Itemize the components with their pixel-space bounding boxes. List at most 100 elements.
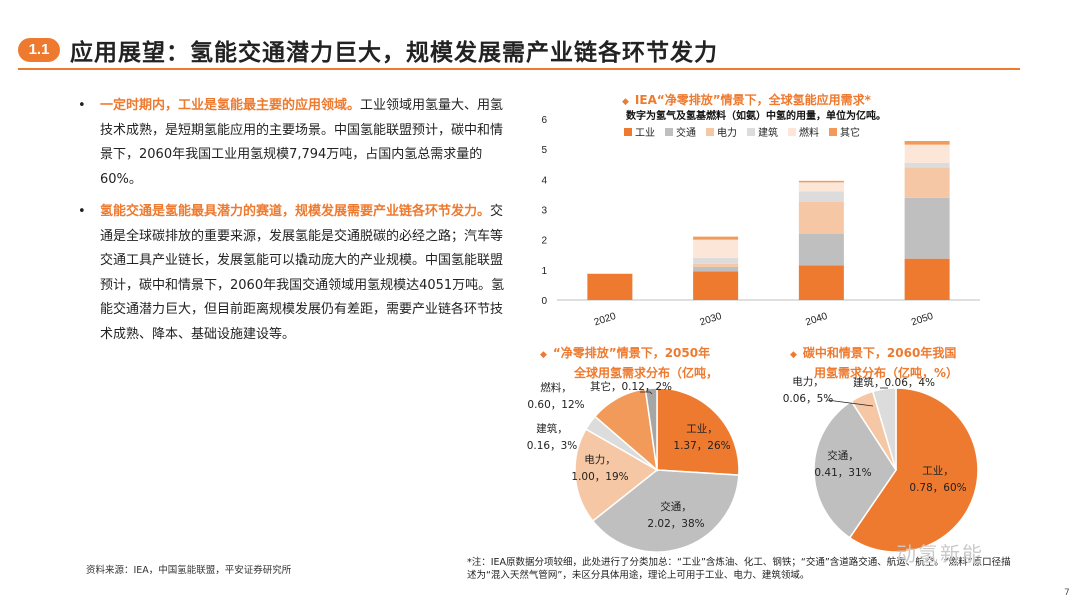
pie-slice	[848, 387, 979, 553]
y-tick-label: 0	[541, 296, 547, 307]
legend-item: 其它	[829, 124, 860, 139]
legend-swatch	[829, 127, 837, 136]
leader-line	[640, 391, 653, 395]
bar-segment	[798, 233, 844, 266]
y-tick-label: 6	[541, 115, 547, 126]
title-rule	[18, 68, 1020, 70]
bullet-list: • 一定时期内，工业是氢能最主要的应用领域。工业领域用氢量大、用氢技术成熟，是短…	[78, 94, 508, 355]
pie2-title: ◆ 碳中和情景下，2060年我国 用氢需求分布（亿吨，%）	[790, 346, 959, 380]
pie-label: 0.06，5%	[783, 393, 834, 405]
bar-segment	[693, 236, 739, 240]
legend-label: 燃料	[799, 128, 819, 139]
pie-label: 0.60，12%	[527, 399, 584, 411]
legend-label: 电力	[717, 128, 737, 139]
diamond-icon: ◆	[540, 350, 547, 360]
pie-label: 电力，	[584, 453, 616, 466]
bar-segment	[798, 265, 844, 300]
pie-slice	[591, 469, 740, 553]
bar-segment	[904, 162, 950, 168]
bar-chart-subtitle: 数字为氢气及氢基燃料（如氨）中氢的用量，单位为亿吨。	[626, 111, 886, 122]
y-tick-label: 5	[541, 145, 547, 156]
x-tick-label: 2020	[593, 311, 618, 328]
pie-label: 建筑，0.06，4%	[853, 376, 935, 389]
source-note: 资料来源：IEA，中国氢能联盟，平安证券研究所	[86, 565, 292, 576]
bar-segment	[904, 197, 950, 259]
bar-segment	[693, 263, 739, 267]
bullet-item: • 一定时期内，工业是氢能最主要的应用领域。工业领域用氢量大、用氢技术成熟，是短…	[78, 94, 508, 192]
legend-item: 电力	[706, 124, 737, 139]
pie-label: 工业，	[922, 465, 954, 477]
pie-label: 0.16，3%	[527, 440, 578, 452]
legend-item: 工业	[624, 124, 655, 139]
legend-label: 其它	[840, 128, 860, 139]
pie1-title: ◆ “净零排放”情景下，2050年 全球用氢需求分布（亿吨，	[540, 346, 719, 380]
pie-label: 工业，	[686, 423, 718, 435]
bar-segment	[904, 141, 950, 145]
x-tick-label: 2050	[910, 311, 935, 328]
x-tick-label: 2030	[699, 311, 724, 328]
pie-slice	[813, 400, 897, 539]
bar-segment	[798, 191, 844, 202]
pie-label: 1.37，26%	[673, 440, 730, 452]
pie-label: 燃料，	[540, 381, 572, 394]
pie-label: 交通，	[660, 500, 692, 513]
section-badge: 1.1	[18, 38, 60, 62]
bullet-text: 交通是全球碳排放的重要来源，发展氢能是交通脱碳的必经之路；汽车等交通工具产业链长…	[100, 204, 505, 342]
legend-item: 交通	[665, 124, 696, 139]
bar-segment	[904, 144, 950, 163]
pie-slice	[656, 387, 740, 476]
legend-label: 工业	[635, 128, 655, 139]
diamond-icon: ◆	[622, 97, 629, 107]
y-tick-label: 2	[541, 236, 547, 247]
page-title: 应用展望：氢能交通潜力巨大，规模发展需产业链各环节发力	[70, 40, 718, 66]
legend-item: 燃料	[788, 124, 819, 139]
pie-slice	[871, 387, 897, 471]
y-tick-label: 3	[541, 206, 547, 217]
bullet-dot: •	[78, 204, 86, 219]
bullet-highlight: 氢能交通是氢能最具潜力的赛道，规模发展需要产业链各环节发力。	[100, 204, 491, 219]
bullet-text: 工业领域用氢量大、用氢技术成熟，是短期氢能应用的主要场景。中国氢能联盟预计，碳中…	[100, 98, 504, 187]
leader-line	[826, 399, 874, 407]
pie-slice	[574, 428, 659, 523]
pie-label: 1.00，19%	[571, 471, 628, 483]
bar-segment	[904, 167, 950, 198]
bar-segment	[587, 273, 633, 300]
bullet-dot: •	[78, 98, 86, 113]
bar-segment	[798, 201, 844, 234]
bar-chart-legend: 工业 交通 电力 建筑 燃料 其它	[624, 124, 860, 139]
page-number: 7	[1064, 588, 1070, 598]
bar-segment	[693, 266, 739, 272]
legend-swatch	[788, 127, 796, 136]
pie-label: 交通，	[827, 449, 859, 462]
y-tick-label: 1	[541, 266, 547, 277]
bar-segment	[693, 271, 739, 300]
watermark: 动氢新能	[896, 542, 984, 566]
pie-label: 其它，0.12，2%	[590, 380, 672, 393]
y-tick-label: 4	[541, 175, 547, 186]
bar-segment	[693, 257, 739, 264]
legend-swatch	[747, 127, 755, 136]
legend-item: 建筑	[747, 124, 778, 139]
legend-label: 交通	[676, 128, 696, 139]
x-tick-label: 2040	[804, 311, 829, 328]
legend-label: 建筑	[758, 128, 778, 139]
legend-swatch	[624, 127, 632, 136]
bar-segment	[798, 182, 844, 192]
legend-swatch	[706, 127, 714, 136]
footnote: *注：IEA原数据分项较细，此处进行了分类加总：“工业”含炼油、化工、钢铁；“交…	[467, 557, 1011, 581]
diamond-icon: ◆	[790, 350, 797, 360]
bar-segment	[904, 258, 950, 300]
pie-label: 0.78，60%	[909, 482, 966, 494]
bar-segment	[693, 239, 739, 258]
pie-label: 建筑，	[536, 422, 568, 435]
legend-swatch	[665, 127, 673, 136]
pie-label: 2.02，38%	[647, 518, 704, 530]
bullet-highlight: 一定时期内，工业是氢能最主要的应用领域。	[100, 98, 361, 113]
pie-label: 0.41，31%	[814, 467, 871, 479]
bullet-item: • 氢能交通是氢能最具潜力的赛道，规模发展需要产业链各环节发力。交通是全球碳排放…	[78, 200, 508, 347]
bar-chart-title: ◆ IEA“净零排放”情景下，全球氢能应用需求*	[622, 93, 871, 107]
bar-segment	[798, 180, 844, 183]
pie-slice	[644, 387, 658, 471]
pie-label: 电力，	[792, 375, 824, 388]
